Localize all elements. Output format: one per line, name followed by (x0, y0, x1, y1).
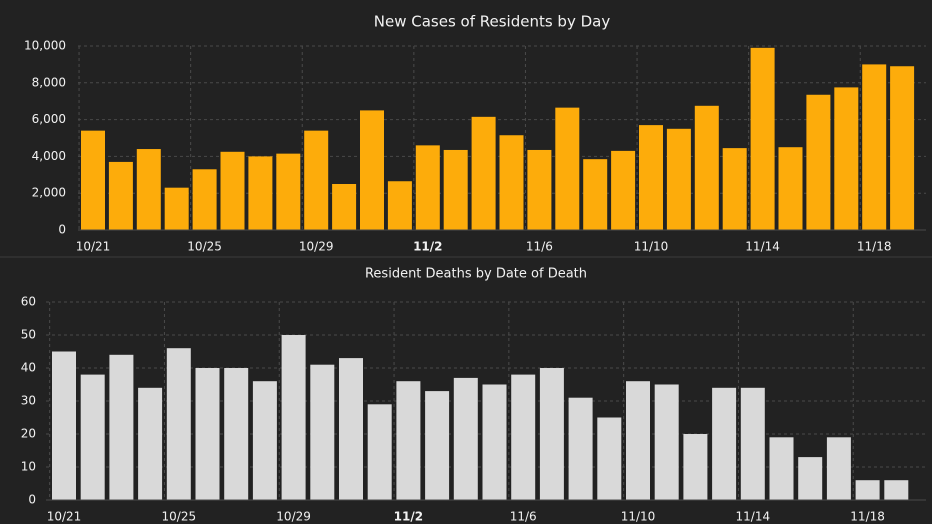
y-tick-label: 10 (21, 460, 36, 474)
bar-11-10 (626, 381, 650, 500)
x-tick-label: 10/21 (76, 240, 111, 254)
bar-11-7 (539, 368, 564, 500)
y-tick-label: 2,000 (32, 186, 66, 200)
bar-11-3 (425, 391, 450, 500)
bar-10-21 (81, 130, 105, 230)
x-tick-label: 10/29 (299, 240, 334, 254)
bar-10-28 (252, 381, 277, 500)
bar-11-8 (568, 397, 593, 500)
bar-11-1 (367, 404, 392, 500)
bar-11-12 (694, 105, 719, 230)
bar-11-18 (855, 480, 880, 500)
bar-10-24 (138, 387, 163, 500)
bar-11-6 (527, 149, 552, 230)
bar-10-22 (108, 161, 133, 230)
bar-11-15 (778, 147, 803, 230)
bar-10-31 (339, 358, 363, 500)
bar-11-3 (443, 149, 468, 230)
y-tick-label: 4,000 (32, 149, 66, 163)
y-tick-label: 40 (21, 361, 36, 375)
bar-11-8 (583, 159, 608, 230)
y-tick-label: 30 (21, 394, 36, 408)
bar-10-23 (136, 149, 161, 230)
bar-11-14 (740, 387, 765, 500)
chart-2: Resident Deaths by Date of Death 0 10 20 30 4… (21, 267, 926, 524)
bar-10-27 (224, 368, 249, 500)
x-tick-label: 11/2 (394, 510, 423, 524)
bar-11-16 (806, 94, 831, 230)
y-tick-label: 0 (28, 493, 36, 507)
x-tick-label: 11/6 (510, 510, 537, 524)
bar-11-17 (826, 437, 851, 500)
bar-10-31 (360, 110, 384, 230)
bar-10-23 (109, 354, 134, 500)
bar-11-5 (499, 135, 524, 230)
bar-11-12 (683, 434, 708, 500)
bar-10-27 (248, 156, 273, 230)
bar-11-1 (387, 181, 412, 230)
bar-10-29 (281, 335, 306, 500)
bar-11-6 (511, 374, 536, 500)
bar-11-19 (884, 480, 909, 500)
bar-11-2 (415, 145, 440, 230)
chart-title: Resident Deaths by Date of Death (365, 267, 587, 282)
x-tick-label: 11/10 (634, 240, 669, 254)
bar-11-4 (453, 377, 478, 500)
bar-10-21 (52, 351, 76, 500)
x-tick-label: 11/6 (526, 240, 553, 254)
y-tick-label: 10,000 (24, 39, 66, 53)
bar-10-22 (80, 374, 105, 500)
bar-10-26 (220, 151, 245, 230)
bar-11-13 (722, 148, 747, 230)
bar-11-9 (611, 150, 636, 230)
bar-11-16 (798, 457, 823, 500)
bar-11-5 (482, 384, 507, 500)
bar-11-19 (890, 66, 915, 231)
bar-10-25 (192, 169, 217, 230)
bar-10-24 (164, 187, 189, 230)
x-tick-label: 11/18 (850, 510, 885, 524)
bar-11-18 (862, 64, 887, 231)
x-tick-label: 11/2 (413, 240, 442, 254)
y-tick-label: 8,000 (32, 75, 66, 89)
bar-11-4 (471, 116, 496, 230)
y-tick-label: 60 (21, 295, 36, 309)
bar-11-17 (834, 87, 859, 231)
bar-10-30 (332, 184, 357, 230)
chart-1: New Cases of Residents by Day 0 2,000 4,000… (24, 13, 926, 254)
chart-title: New Cases of Residents by Day (374, 13, 611, 31)
bar-11-11 (666, 128, 691, 230)
bar-11-14 (750, 47, 775, 231)
bar-10-30 (310, 364, 335, 500)
y-tick-label: 20 (21, 427, 36, 441)
bar-11-9 (597, 417, 622, 500)
bar-10-25 (166, 348, 191, 500)
x-tick-label: 10/29 (276, 510, 311, 524)
bar-10-28 (276, 153, 301, 230)
bar-10-29 (304, 130, 329, 230)
bar-11-15 (769, 437, 794, 500)
bar-10-26 (195, 368, 220, 500)
bar-11-7 (555, 107, 580, 230)
bar-11-13 (712, 387, 737, 500)
x-tick-label: 11/14 (736, 510, 771, 524)
x-tick-label: 10/25 (187, 240, 222, 254)
bar-11-11 (654, 384, 679, 500)
x-tick-label: 10/25 (162, 510, 197, 524)
x-tick-label: 11/18 (857, 240, 892, 254)
x-tick-label: 11/10 (621, 510, 656, 524)
x-tick-label: 10/21 (47, 510, 82, 524)
x-tick-label: 11/14 (745, 240, 780, 254)
bar-11-2 (396, 381, 421, 500)
bar-11-10 (639, 125, 663, 230)
y-tick-label: 0 (58, 223, 66, 237)
y-tick-label: 50 (21, 328, 36, 342)
y-tick-label: 6,000 (32, 112, 66, 126)
